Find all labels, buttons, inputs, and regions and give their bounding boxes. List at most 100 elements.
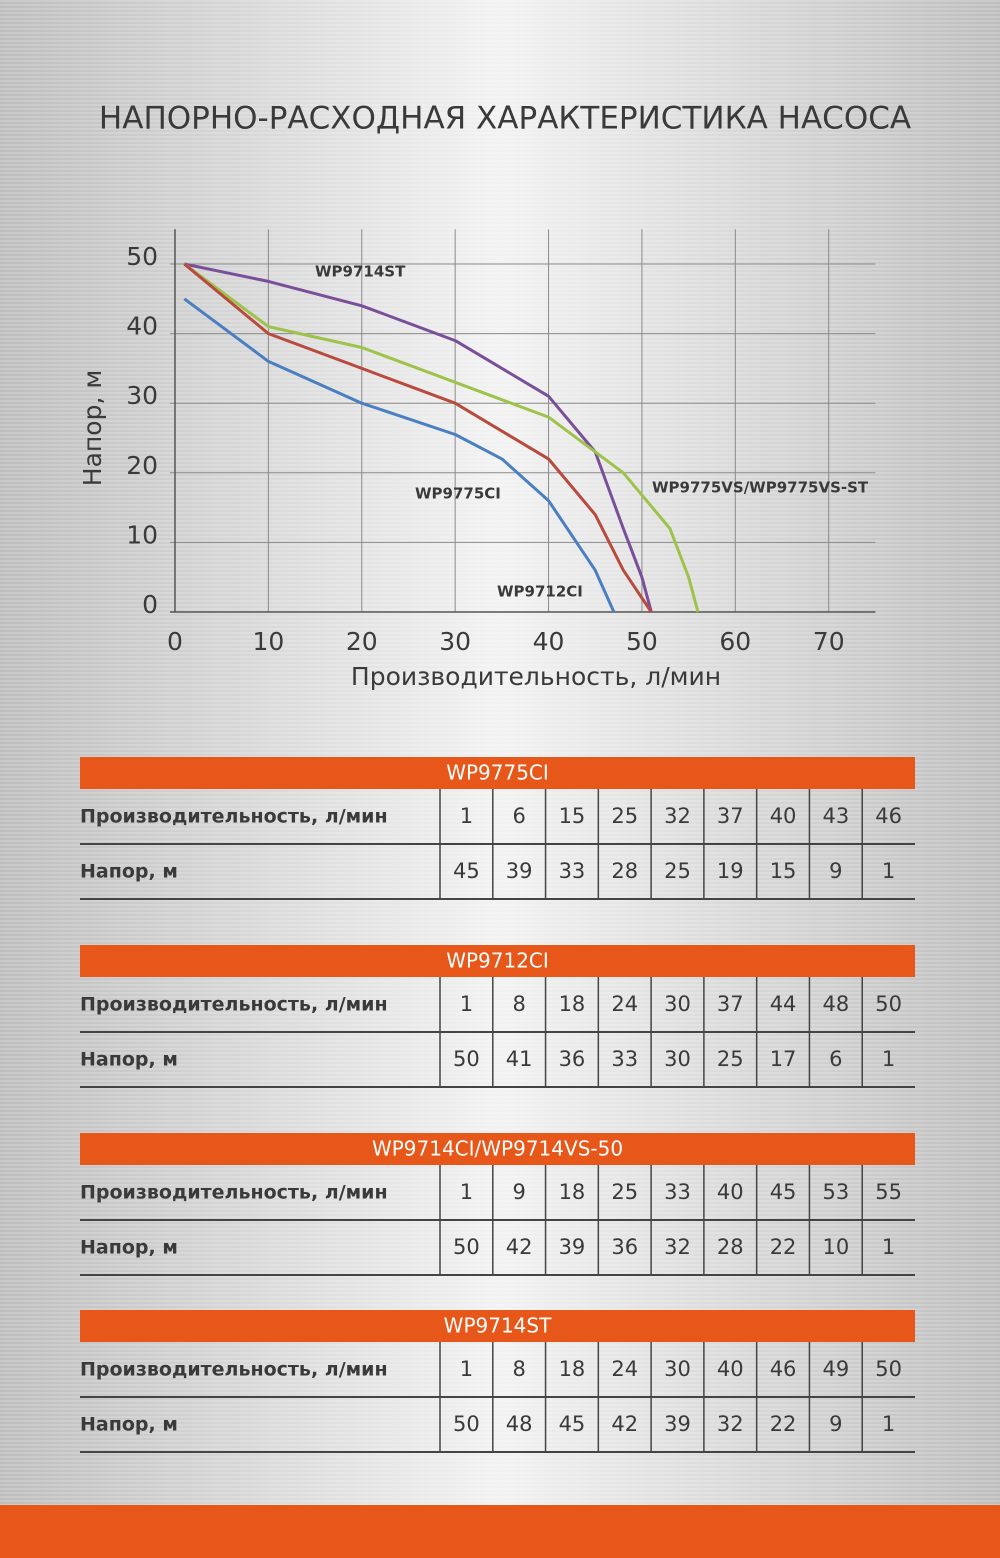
cell-value: 36	[611, 1235, 638, 1259]
cell-value: 39	[559, 1235, 586, 1259]
table-header	[80, 1310, 915, 1342]
series-label: WP9775VS/WP9775VS-ST	[652, 479, 869, 497]
cell-value: 42	[506, 1235, 533, 1259]
cell-value: 1	[460, 804, 473, 828]
cell-value: 32	[664, 804, 691, 828]
cell-value: 50	[453, 1047, 480, 1071]
y-tick-label: 20	[126, 451, 158, 480]
cell-value: 1	[882, 859, 895, 883]
cell-value: 24	[611, 1357, 638, 1381]
cell-value: 46	[770, 1357, 797, 1381]
cell-value: 25	[717, 1047, 744, 1071]
cell-value: 15	[770, 859, 797, 883]
table-header	[80, 945, 915, 977]
cell-value: 22	[770, 1235, 797, 1259]
table-title: WP9775CI	[446, 761, 549, 785]
cell-value: 33	[611, 1047, 638, 1071]
x-tick-label: 0	[167, 627, 183, 656]
series-label: WP9712CI	[497, 583, 583, 601]
y-tick-label: 0	[142, 590, 158, 619]
cell-value: 9	[512, 1180, 525, 1204]
row-label: Производительность, л/мин	[80, 994, 388, 1016]
cell-value: 25	[611, 804, 638, 828]
series-line	[183, 262, 653, 613]
footer-bar	[0, 1505, 1000, 1558]
series-label: WP9714ST	[315, 263, 406, 281]
cell-value: 1	[460, 1357, 473, 1381]
cell-value: 50	[875, 992, 902, 1016]
row-label: Производительность, л/мин	[80, 1359, 388, 1381]
y-tick-label: 10	[126, 520, 158, 549]
cell-value: 1	[882, 1412, 895, 1436]
cell-value: 40	[717, 1357, 744, 1381]
cell-value: 39	[664, 1412, 691, 1436]
cell-value: 30	[664, 1047, 691, 1071]
cell-value: 1	[882, 1235, 895, 1259]
cell-value: 40	[770, 804, 797, 828]
cell-value: 40	[717, 1180, 744, 1204]
cell-value: 6	[512, 804, 525, 828]
cell-value: 22	[770, 1412, 797, 1436]
cell-value: 32	[664, 1235, 691, 1259]
cell-value: 25	[664, 859, 691, 883]
table-title: WP9714ST	[444, 1314, 552, 1338]
cell-value: 44	[770, 992, 797, 1016]
x-tick-label: 30	[439, 627, 471, 656]
cell-value: 19	[717, 859, 744, 883]
cell-value: 1	[882, 1047, 895, 1071]
x-tick-label: 10	[252, 627, 284, 656]
cell-value: 30	[664, 992, 691, 1016]
cell-value: 1	[460, 992, 473, 1016]
cell-value: 33	[664, 1180, 691, 1204]
cell-value: 36	[559, 1047, 586, 1071]
cell-value: 39	[506, 859, 533, 883]
row-label: Напор, м	[80, 861, 178, 883]
table-header	[80, 1133, 915, 1165]
x-tick-label: 50	[626, 627, 658, 656]
cell-value: 50	[875, 1357, 902, 1381]
cell-value: 9	[829, 859, 842, 883]
y-tick-label: 40	[126, 312, 158, 341]
row-label: Производительность, л/мин	[80, 1182, 388, 1204]
cell-value: 42	[611, 1412, 638, 1436]
cell-value: 28	[611, 859, 638, 883]
cell-value: 37	[717, 804, 744, 828]
cell-value: 32	[717, 1412, 744, 1436]
y-tick-label: 50	[126, 242, 158, 271]
row-label: Производительность, л/мин	[80, 806, 388, 828]
cell-value: 18	[559, 1357, 586, 1381]
chart-title: НАПОРНО-РАСХОДНАЯ ХАРАКТЕРИСТИКА НАСОСА	[99, 101, 911, 137]
cell-value: 50	[453, 1412, 480, 1436]
x-axis-label: Производительность, л/мин	[351, 662, 721, 691]
cell-value: 18	[559, 992, 586, 1016]
x-tick-label: 70	[813, 627, 845, 656]
cell-value: 25	[611, 1180, 638, 1204]
x-tick-label: 60	[719, 627, 751, 656]
cell-value: 48	[822, 992, 849, 1016]
cell-value: 53	[822, 1180, 849, 1204]
cell-value: 8	[512, 1357, 525, 1381]
cell-value: 45	[559, 1412, 586, 1436]
cell-value: 50	[453, 1235, 480, 1259]
series-label: WP9775CI	[415, 485, 501, 503]
table-title: WP9714CI/WP9714VS-50	[372, 1137, 623, 1161]
cell-value: 28	[717, 1235, 744, 1259]
cell-value: 15	[559, 804, 586, 828]
cell-value: 8	[512, 992, 525, 1016]
cell-value: 1	[460, 1180, 473, 1204]
cell-value: 17	[770, 1047, 797, 1071]
y-tick-label: 30	[126, 381, 158, 410]
cell-value: 6	[829, 1047, 842, 1071]
x-tick-label: 20	[346, 627, 378, 656]
cell-value: 30	[664, 1357, 691, 1381]
row-label: Напор, м	[80, 1049, 178, 1071]
cell-value: 48	[506, 1412, 533, 1436]
cell-value: 9	[829, 1412, 842, 1436]
y-axis-label: Напор, м	[78, 370, 107, 486]
cell-value: 49	[822, 1357, 849, 1381]
cell-value: 10	[822, 1235, 849, 1259]
cell-value: 45	[770, 1180, 797, 1204]
cell-value: 45	[453, 859, 480, 883]
row-label: Напор, м	[80, 1237, 178, 1259]
